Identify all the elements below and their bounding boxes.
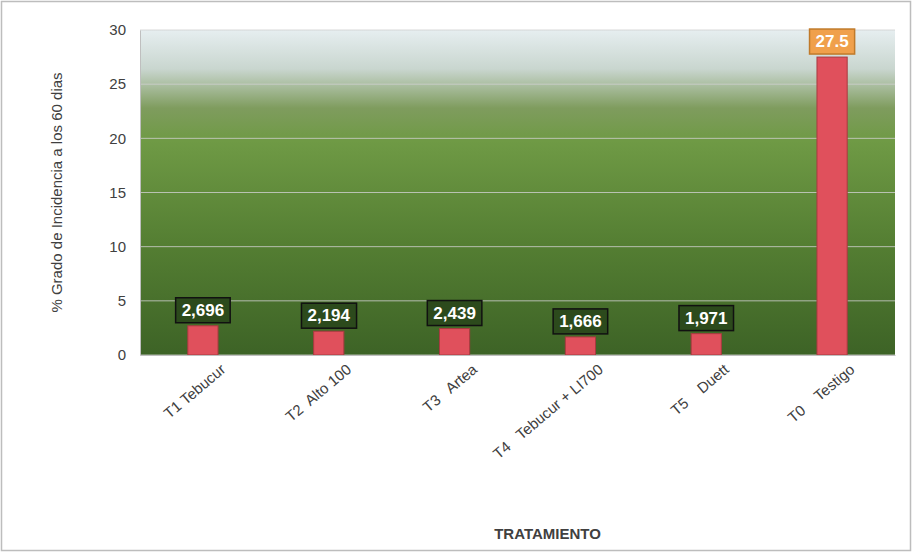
y-tick-label: 10 — [109, 238, 126, 255]
data-label: 2,194 — [301, 303, 356, 328]
y-tick-label: 25 — [109, 75, 126, 92]
data-label-box — [176, 298, 231, 323]
data-label-box — [679, 306, 734, 331]
grid-line — [140, 30, 895, 31]
chart: 0 5 10 15 20 25 30 T1 Tebucur T2 Alto 100 T3 Arte… — [0, 0, 913, 553]
grid-line — [140, 84, 895, 85]
y-axis-line — [140, 31, 141, 356]
bar — [817, 57, 847, 355]
y-tick-label: 15 — [109, 184, 126, 201]
x-tick-label: T1 Tebucur — [160, 360, 228, 421]
data-label-text: 2,194 — [307, 306, 350, 325]
data-label-text: 1,971 — [685, 309, 728, 328]
x-tick-label: T5 Duett — [667, 360, 732, 419]
x-tick: T5 Duett — [667, 355, 732, 418]
y-tick-label: 20 — [109, 130, 126, 147]
x-tick: T0 Testigo — [784, 355, 857, 426]
bar — [314, 331, 344, 355]
y-tick-label: 30 — [109, 21, 126, 38]
x-axis: T1 Tebucur T2 Alto 100 T3 ArteaT4 Tebucur … — [141, 355, 896, 462]
y-tick: 10 — [109, 238, 140, 255]
y-tick: 25 — [109, 75, 140, 92]
bar — [691, 334, 721, 355]
chart-frame — [2, 2, 911, 551]
data-label-text: 1,666 — [559, 312, 602, 331]
bar — [188, 326, 218, 355]
x-axis-title: TRATAMIENTO — [494, 525, 601, 542]
y-tick: 15 — [109, 184, 140, 201]
data-label-box — [810, 29, 855, 54]
bars — [188, 57, 847, 355]
x-tick-label: T2 Alto 100 — [282, 360, 354, 424]
x-tick-label: T4 Tebucur + LI700 — [490, 360, 606, 462]
grid-line — [140, 300, 895, 301]
data-label: 1,666 — [553, 309, 608, 334]
y-axis: 0 5 10 15 20 25 30 — [109, 21, 140, 363]
y-tick: 5 — [118, 292, 140, 309]
data-label: 27.5 — [810, 29, 855, 54]
data-label-box — [553, 309, 608, 334]
y-tick-label: 0 — [118, 346, 126, 363]
x-tick: T1 Tebucur — [160, 355, 228, 422]
x-tick-label: T0 Testigo — [784, 360, 857, 425]
bar — [439, 329, 469, 355]
x-tick: T3 Artea — [419, 355, 480, 415]
y-tick: 20 — [109, 130, 140, 147]
x-tick-label: T3 Artea — [419, 360, 480, 415]
plot: 0 5 10 15 20 25 30 T1 Tebucur T2 Alto 100 T3 Arte… — [109, 21, 895, 462]
data-label-box — [427, 301, 482, 326]
data-label: 1,971 — [679, 306, 734, 331]
data-label-text: 2,439 — [433, 304, 476, 323]
x-tick: T2 Alto 100 — [282, 355, 354, 425]
bar — [565, 337, 595, 355]
grid-line — [140, 192, 895, 193]
data-label: 2,439 — [427, 301, 482, 326]
data-labels: 2,696 2,194 2,439 1,666 1,971 27.5 — [176, 29, 855, 334]
grid-line — [140, 138, 895, 139]
grid-line — [140, 246, 895, 247]
y-tick-label: 5 — [118, 292, 126, 309]
y-tick: 30 — [109, 21, 140, 38]
grid-line — [140, 355, 895, 356]
y-axis-title: % Grado de Incidencia a los 60 dias — [48, 72, 65, 312]
x-axis-line — [141, 355, 896, 356]
data-label-box — [301, 303, 356, 328]
data-label: 2,696 — [176, 298, 231, 323]
plot-background — [140, 30, 895, 355]
data-label-text: 27.5 — [816, 32, 849, 51]
data-label-text: 2,696 — [182, 301, 225, 320]
y-tick: 0 — [118, 346, 140, 363]
x-tick: T4 Tebucur + LI700 — [490, 355, 606, 462]
grid — [140, 30, 895, 355]
